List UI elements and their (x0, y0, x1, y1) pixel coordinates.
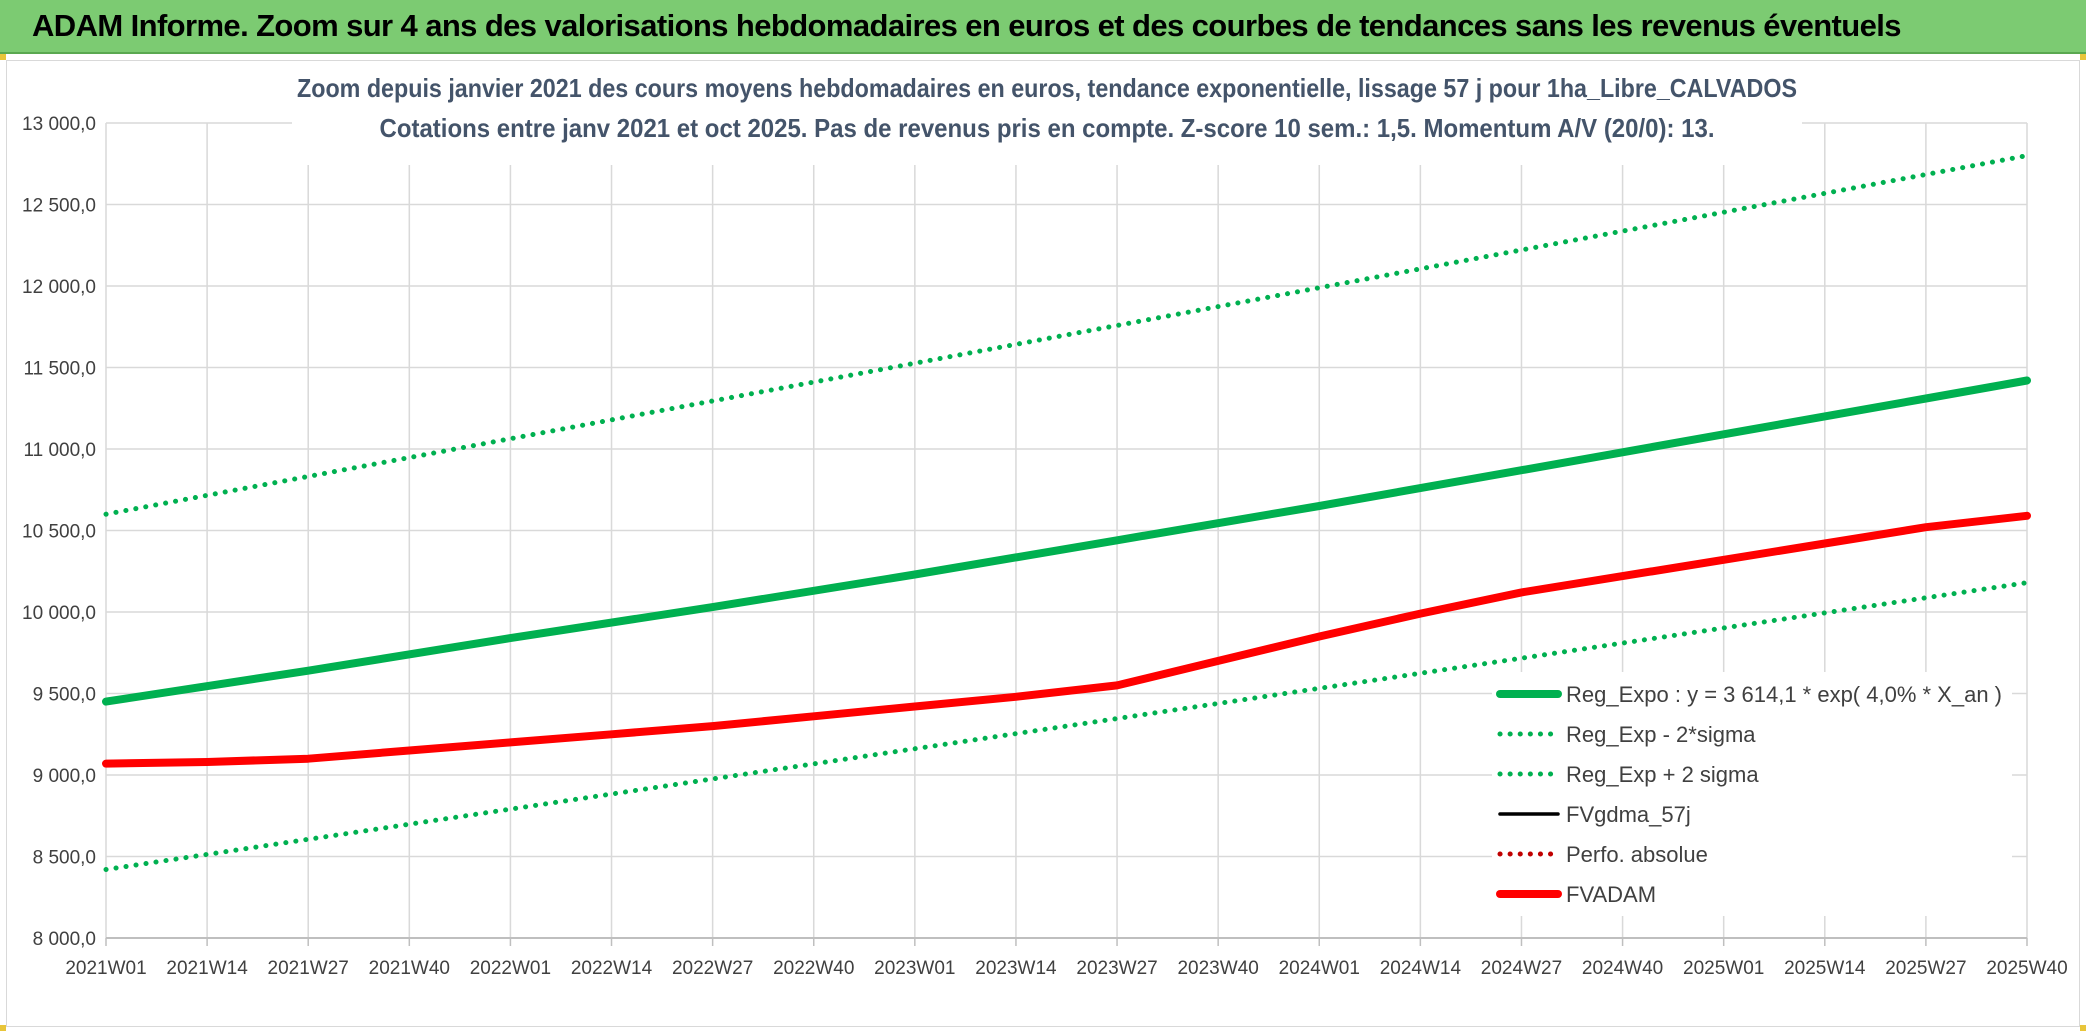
corner-marker (2080, 54, 2086, 60)
x-tick-label: 2024W27 (1481, 958, 1562, 979)
x-tick-label: 2025W27 (1885, 958, 1966, 979)
legend-layer: Reg_Expo : y = 3 614,1 * exp( 4,0% * X_a… (1492, 672, 2012, 916)
x-tick-label: 2021W27 (268, 958, 349, 979)
y-tick-label: 8 500,0 (33, 848, 96, 869)
banner-title: ADAM Informe. Zoom sur 4 ans des valoris… (32, 8, 1902, 43)
legend-label: FVgdma_57j (1566, 802, 1691, 827)
y-tick-label: 10 000,0 (22, 603, 96, 624)
legend-label: Reg_Exp - 2*sigma (1566, 722, 1756, 747)
corner-marker (2080, 1025, 2086, 1031)
axis-layer: 8 000,0 8 500,0 9 000,0 9 500,0 10 000,0 10 5… (22, 114, 2068, 979)
y-tick-label: 9 500,0 (33, 685, 96, 706)
y-tick-label: 11 500,0 (23, 359, 96, 380)
x-tick-label: 2025W01 (1683, 958, 1764, 979)
x-tick-label: 2021W40 (369, 958, 450, 979)
x-tick-label: 2023W14 (975, 958, 1057, 979)
corner-marker (0, 1025, 6, 1031)
legend-label: FVADAM (1566, 882, 1656, 907)
legend-label: Perfo. absolue (1566, 842, 1708, 867)
x-tick-label: 2024W14 (1380, 958, 1462, 979)
y-tick-label: 12 000,0 (22, 277, 96, 298)
series-line-reg_plus (103, 153, 2030, 517)
legend-box (1492, 672, 2012, 916)
x-tick-label: 2025W40 (1986, 958, 2067, 979)
x-tick-label: 2022W40 (773, 958, 854, 979)
corner-marker (0, 54, 6, 60)
y-tick-label: 11 000,0 (23, 440, 96, 461)
y-tick-label: 13 000,0 (22, 114, 96, 135)
x-tick-label: 2023W01 (874, 958, 955, 979)
x-tick-label: 2022W01 (470, 958, 551, 979)
chart-title-line: Zoom depuis janvier 2021 des cours moyen… (297, 73, 1797, 103)
line-chart: 8 000,0 8 500,0 9 000,0 9 500,0 10 000,0 10 5… (22, 61, 2068, 979)
title-box (292, 61, 1802, 165)
title-layer: Zoom depuis janvier 2021 des cours moyen… (292, 61, 1802, 165)
y-tick-label: 10 500,0 (22, 522, 96, 543)
series-line-reg_minus (103, 580, 2030, 872)
chart-area: 8 000,0 8 500,0 9 000,0 9 500,0 10 000,0 10 5… (6, 60, 2080, 1027)
y-tick-label: 12 500,0 (22, 196, 96, 217)
x-tick-label: 2024W01 (1279, 958, 1360, 979)
banner: ADAM Informe. Zoom sur 4 ans des valoris… (0, 0, 2086, 54)
x-tick-label: 2021W14 (166, 958, 248, 979)
x-tick-label: 2021W01 (65, 958, 146, 979)
series-line-reg_expo (102, 376, 2031, 706)
x-tick-label: 2023W27 (1076, 958, 1157, 979)
legend-label: Reg_Exp + 2 sigma (1566, 762, 1759, 787)
chart-title-line: Cotations entre janv 2021 et oct 2025. P… (380, 113, 1715, 143)
y-tick-label: 8 000,0 (33, 929, 96, 950)
x-tick-label: 2022W27 (672, 958, 753, 979)
x-tick-label: 2023W40 (1177, 958, 1258, 979)
x-tick-label: 2022W14 (571, 958, 653, 979)
series-layer (102, 153, 2031, 872)
x-tick-label: 2025W14 (1784, 958, 1866, 979)
x-tick-label: 2024W40 (1582, 958, 1663, 979)
y-tick-label: 9 000,0 (33, 766, 96, 787)
legend-label: Reg_Expo : y = 3 614,1 * exp( 4,0% * X_a… (1566, 682, 2002, 707)
series-line-fvadam (102, 511, 2031, 768)
